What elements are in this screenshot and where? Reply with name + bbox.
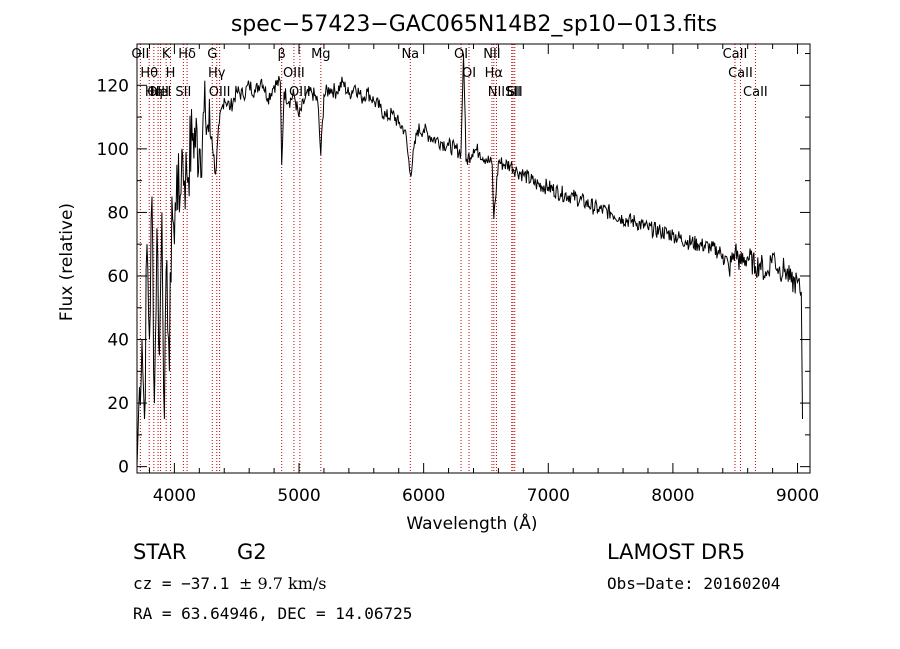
marker-label: HeI <box>150 85 172 100</box>
y-tick-label: 20 <box>107 394 129 414</box>
marker-label: Mg <box>311 47 330 62</box>
x-tick-label: 8000 <box>651 486 694 506</box>
x-tick-label: 6000 <box>402 486 445 506</box>
x-tick-label: 7000 <box>527 486 570 506</box>
survey-release: LAMOST DR5 <box>607 540 746 564</box>
spectrum-line <box>136 53 803 467</box>
marker-label: OI <box>462 66 476 81</box>
x-tick-label: 9000 <box>776 486 819 506</box>
y-tick-label: 100 <box>97 140 129 160</box>
object-subclass: G2 <box>237 540 267 564</box>
marker-label: H <box>166 66 176 81</box>
marker-label: G <box>207 47 217 62</box>
marker-label: Li <box>506 85 517 100</box>
marker-label: Hθ <box>140 66 158 81</box>
y-tick-label: 80 <box>107 203 129 223</box>
y-tick-label: 60 <box>107 267 129 287</box>
plot-frame <box>136 43 811 474</box>
y-axis-label: Flux (relative) <box>57 203 77 321</box>
x-axis-ticks: 4000 5000 6000 7000 8000 9000 <box>148 44 819 506</box>
chart-title: spec−57423−GAC065N14B2_sp10−013.fits <box>231 12 717 37</box>
marker-label: OIII <box>283 66 305 81</box>
cz-error: ± 9.7 km/s <box>238 574 327 593</box>
object-class: STAR <box>133 540 187 564</box>
marker-label: β <box>278 47 286 62</box>
cz-prefix: cz = −37.1 <box>133 574 239 593</box>
marker-label: CaII <box>743 85 768 100</box>
y-tick-label: 120 <box>97 76 129 96</box>
marker-label: Hα <box>485 66 503 81</box>
y-axis-ticks: 0 20 40 60 80 100 120 <box>97 53 810 478</box>
marker-label: SII <box>507 85 523 100</box>
obs-date: Obs−Date: 20160204 <box>607 574 781 593</box>
marker-label: CaII <box>728 66 753 81</box>
marker-label: K <box>162 47 171 62</box>
marker-label: Hη <box>145 85 163 100</box>
marker-label: NII <box>488 85 505 100</box>
marker-label: OIII <box>147 85 169 100</box>
marker-label: SII <box>505 85 521 100</box>
marker-label: NII <box>483 47 500 62</box>
x-tick-label: 4000 <box>153 486 196 506</box>
marker-label: Hγ <box>208 66 226 81</box>
coordinates: RA = 63.64946, DEC = 14.06725 <box>133 604 413 623</box>
marker-label: CaII <box>723 47 748 62</box>
marker-label: OI <box>454 47 468 62</box>
x-axis-label: Wavelength (Å) <box>406 512 537 534</box>
redshift-line: cz = −37.1 ± 9.7 km/s <box>133 574 326 593</box>
marker-label: Hδ <box>178 47 196 62</box>
y-tick-label: 40 <box>107 331 129 351</box>
y-tick-label: 0 <box>118 458 129 478</box>
x-tick-label: 5000 <box>277 486 320 506</box>
marker-label: Na <box>401 47 419 62</box>
marker-label: OII <box>131 47 149 62</box>
marker-label: SII <box>175 85 191 100</box>
marker-label: OIII <box>209 85 231 100</box>
